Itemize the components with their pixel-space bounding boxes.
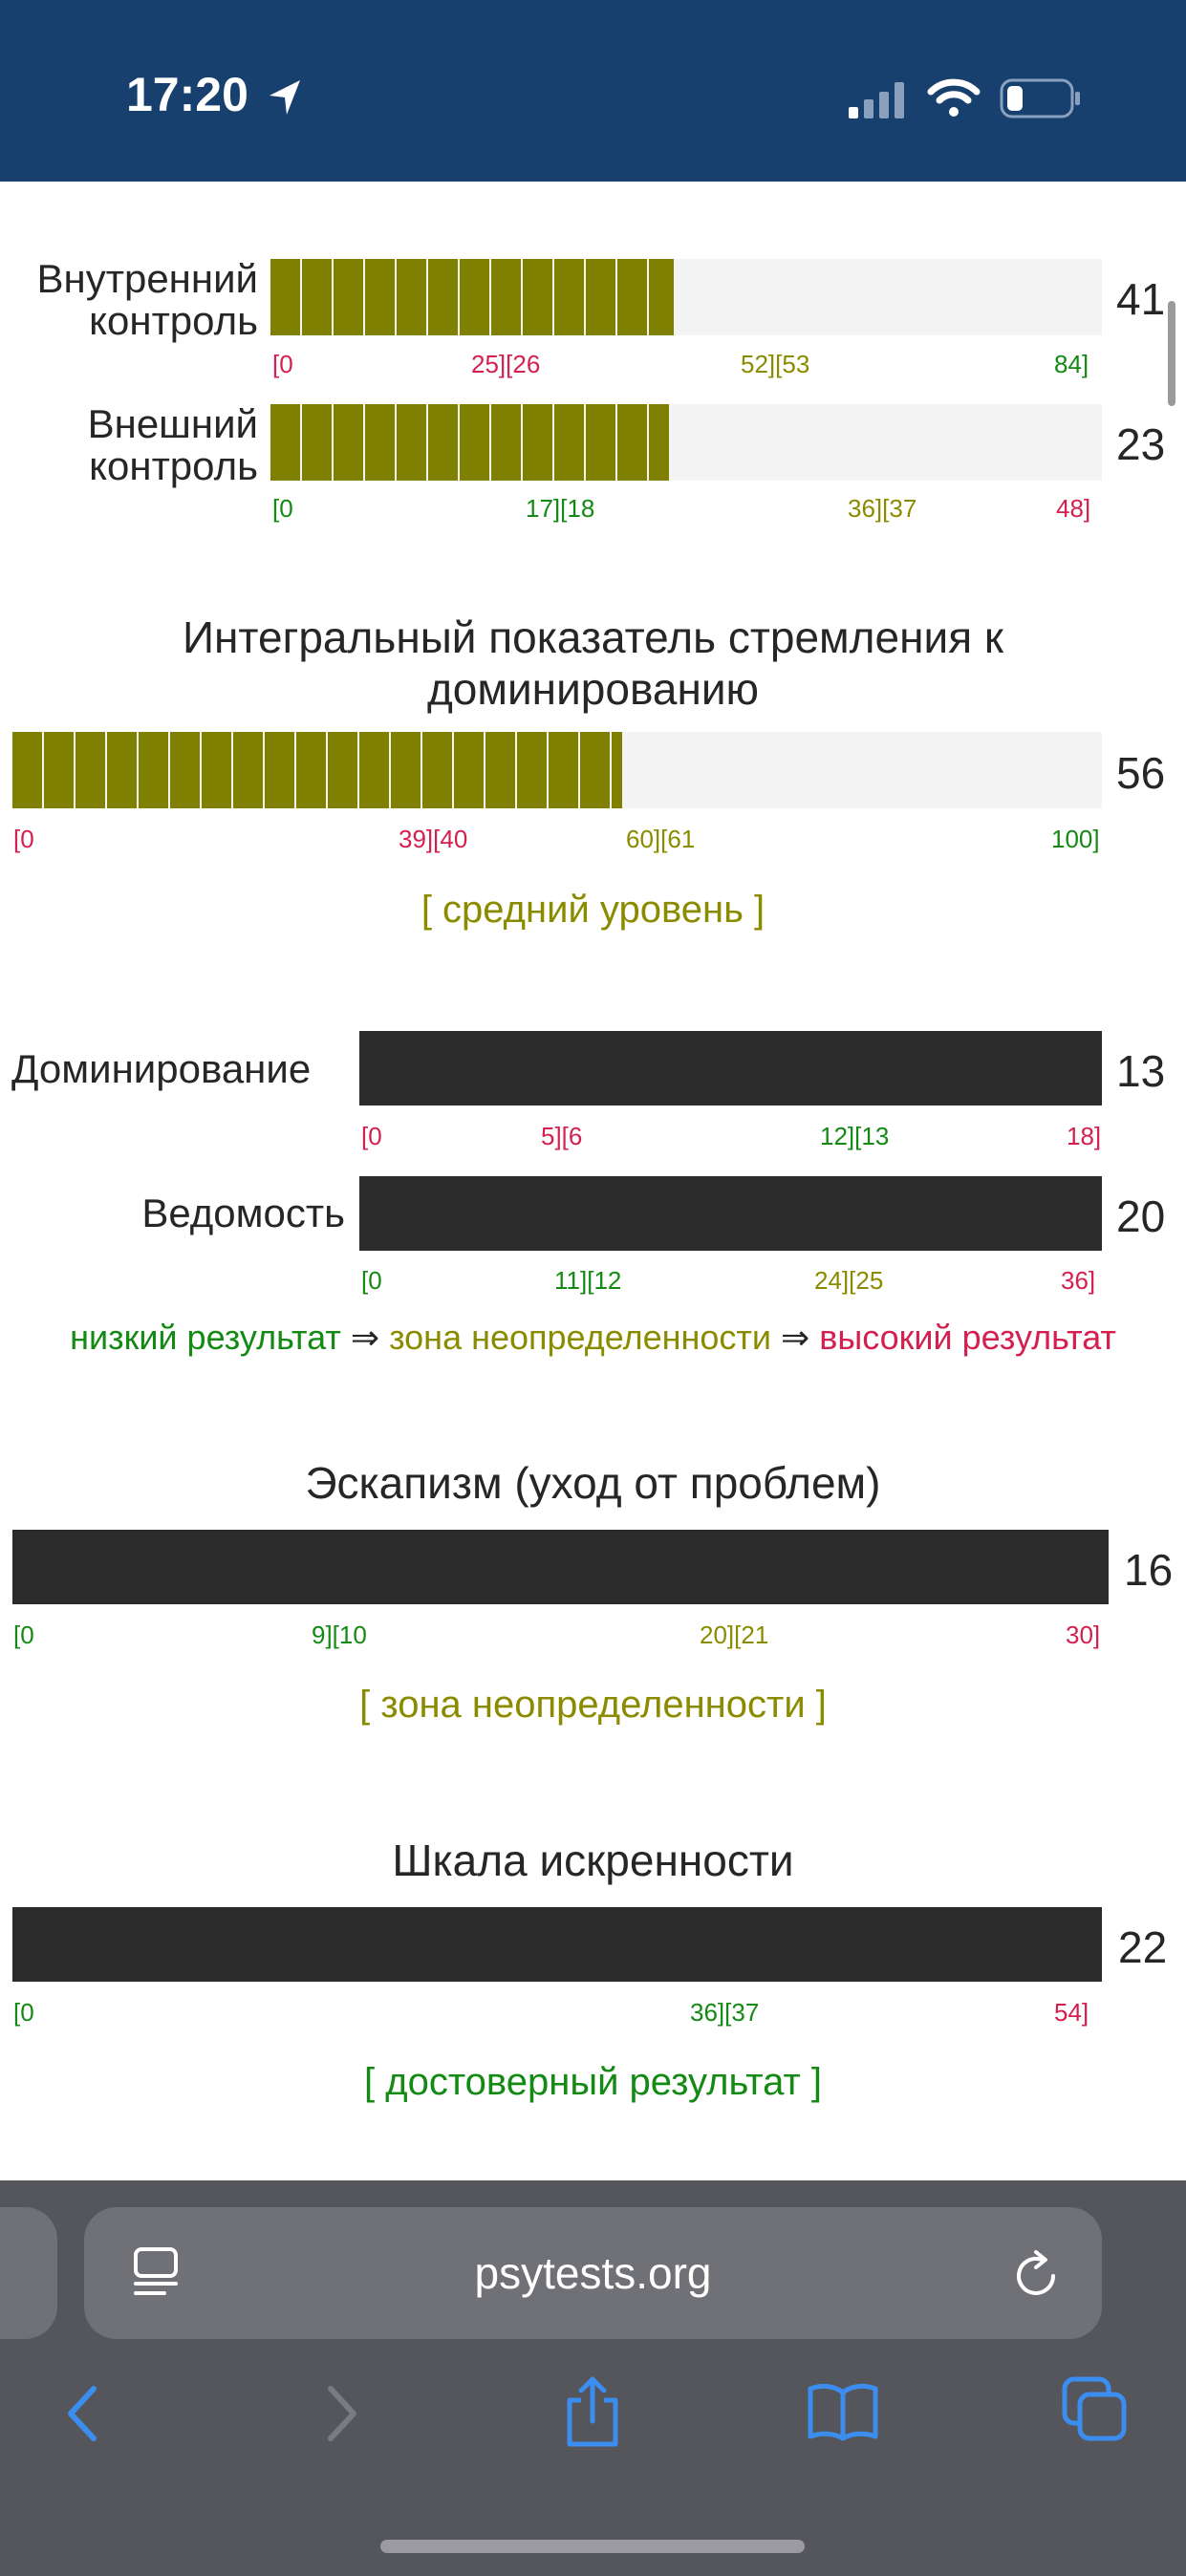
tick-label: 5][6	[541, 1122, 583, 1150]
section-title: Шкала искренности	[392, 1835, 794, 1885]
tick-label: [0	[272, 494, 293, 523]
tick-label: 11][12	[554, 1266, 622, 1295]
sincerity-bar	[12, 1907, 1102, 1982]
tick-label: [0	[361, 1122, 382, 1150]
external-control-bar	[270, 404, 1102, 481]
escapism-bar	[12, 1530, 1109, 1604]
sincerity-score: 22	[1118, 1922, 1168, 1972]
tick-label: [0	[272, 350, 293, 378]
tick-label: 52][53	[741, 350, 810, 378]
tick-label: 9][10	[312, 1621, 367, 1649]
tick-label: 36][37	[848, 494, 917, 523]
tick-label: 20][21	[700, 1621, 769, 1649]
section-title: Интегральный показатель стремления к дом…	[182, 612, 1004, 714]
cellular-signal-icon	[849, 82, 904, 118]
tick-label: [0	[13, 1621, 34, 1649]
scale-label: Доминирование	[11, 1046, 312, 1091]
tick-label: 54]	[1054, 1998, 1089, 2027]
tick-label: 36]	[1061, 1266, 1096, 1295]
color-legend: низкий результат ⇒ зона неопределенности…	[70, 1318, 1116, 1357]
scale-score: 13	[1116, 1046, 1166, 1096]
escapism-score: 16	[1124, 1545, 1174, 1595]
domination-bar	[359, 1031, 1102, 1106]
status-time: 17:20	[126, 68, 248, 121]
tick-label: 30]	[1066, 1621, 1101, 1649]
reader-icon[interactable]	[132, 2245, 180, 2299]
scale-label: Ведомость	[141, 1191, 345, 1235]
tick-label: 60][61	[626, 825, 696, 853]
tick-label: 18]	[1067, 1122, 1102, 1150]
scale-label: Внешний контроль	[87, 401, 258, 488]
tabs-icon[interactable]	[1061, 2375, 1130, 2444]
tick-label: 24][25	[814, 1266, 884, 1295]
home-indicator[interactable]	[380, 2540, 805, 2553]
integral-score: 56	[1116, 748, 1166, 798]
status-bar: 17:20	[0, 0, 1186, 182]
wifi-icon	[927, 78, 981, 117]
tick-label: 100]	[1051, 825, 1100, 853]
previous-tab-preview[interactable]	[0, 2207, 57, 2339]
escapism-verdict: [ зона неопределенности ]	[359, 1684, 827, 1726]
tick-label: 84]	[1054, 350, 1089, 378]
tick-label: 39][40	[399, 825, 468, 853]
integral-bar	[12, 732, 1102, 808]
scale-score: 23	[1116, 419, 1166, 469]
reload-icon[interactable]	[1013, 2247, 1061, 2299]
tick-label: 36][37	[690, 1998, 760, 2027]
address-bar[interactable]	[84, 2207, 1102, 2339]
forward-icon[interactable]	[321, 2383, 363, 2444]
tick-label: 17][18	[526, 494, 595, 523]
location-arrow-icon	[270, 80, 300, 115]
subordination-bar	[359, 1176, 1102, 1251]
sincerity-verdict: [ достоверный результат ]	[364, 2061, 822, 2103]
scale-score: 20	[1116, 1191, 1166, 1241]
integral-verdict: [ средний уровень ]	[420, 889, 766, 931]
back-icon[interactable]	[61, 2383, 103, 2444]
tick-label: 48]	[1056, 494, 1091, 523]
scroll-indicator[interactable]	[1168, 301, 1175, 406]
address-bar-url[interactable]: psytests.org	[474, 2248, 712, 2298]
internal-control-bar	[270, 259, 1102, 335]
scale-label: Внутренний контроль	[36, 256, 258, 343]
tick-label: 12][13	[820, 1122, 890, 1150]
tick-label: [0	[13, 1998, 34, 2027]
tick-label: [0	[361, 1266, 382, 1295]
share-icon[interactable]	[562, 2373, 623, 2450]
bookmarks-icon[interactable]	[807, 2381, 879, 2442]
battery-icon	[1000, 78, 1080, 118]
tick-label: [0	[13, 825, 34, 853]
tick-label: 25][26	[471, 350, 541, 378]
section-title: Эскапизм (уход от проблем)	[305, 1458, 881, 1508]
scale-score: 41	[1116, 274, 1166, 324]
